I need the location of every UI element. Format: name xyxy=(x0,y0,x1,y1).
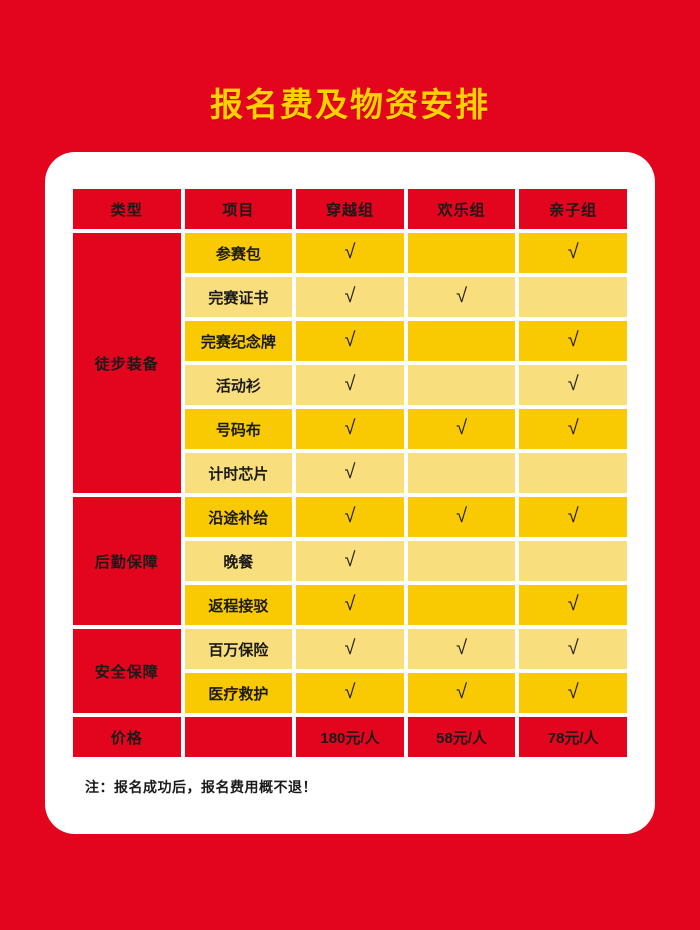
table-row: 计时芯片 √ xyxy=(73,453,627,493)
check-icon: √ xyxy=(567,637,579,659)
mark-cell-group1: √ xyxy=(296,673,404,713)
page-title: 报名费及物资安排 xyxy=(210,86,490,123)
check-icon: √ xyxy=(567,329,579,351)
table-header-row: 类型 项目 穿越组 欢乐组 亲子组 xyxy=(73,189,627,229)
column-header-category: 类型 xyxy=(73,189,181,229)
mark-cell-group2: √ xyxy=(407,409,516,449)
check-icon: √ xyxy=(567,373,579,395)
mark-cell-group2 xyxy=(407,541,516,581)
check-icon: √ xyxy=(456,681,468,703)
check-icon: √ xyxy=(567,505,579,527)
mark-cell-group3: √ xyxy=(519,365,627,405)
mark-cell-group3 xyxy=(519,541,627,581)
table-row: 晚餐 √ xyxy=(73,541,627,581)
mark-cell-group3: √ xyxy=(519,585,627,625)
mark-cell-group1: √ xyxy=(296,629,404,669)
mark-cell-group1: √ xyxy=(296,233,404,273)
item-label: 完赛纪念牌 xyxy=(184,321,293,361)
table-row: 号码布 √ √ √ xyxy=(73,409,627,449)
mark-cell-group1: √ xyxy=(296,453,404,493)
check-icon: √ xyxy=(344,241,356,263)
check-icon: √ xyxy=(344,373,356,395)
check-icon: √ xyxy=(344,505,356,527)
check-icon: √ xyxy=(344,461,356,483)
check-icon: √ xyxy=(456,637,468,659)
mark-cell-group3: √ xyxy=(519,233,627,273)
item-label: 沿途补给 xyxy=(184,497,293,537)
mark-cell-group2: √ xyxy=(407,277,516,317)
table-row: 徒步装备 参赛包 √ √ xyxy=(73,233,627,493)
category-cell-1: 后勤保障 xyxy=(73,497,181,625)
mark-cell-group2 xyxy=(407,453,516,493)
item-label: 活动衫 xyxy=(184,365,293,405)
category-cell-2: 安全保障 xyxy=(73,629,181,713)
item-label: 百万保险 xyxy=(184,629,293,669)
price-value-group1: 180元/人 xyxy=(296,717,404,757)
table-row: 完赛证书 √ √ xyxy=(73,277,627,317)
price-row: 价格 180元/人 58元/人 78元/人 xyxy=(73,717,627,757)
mark-cell-group2: √ xyxy=(407,673,516,713)
item-label: 医疗救护 xyxy=(184,673,293,713)
info-card: 类型 项目 穿越组 欢乐组 亲子组 徒步装备 参赛包 √ √ 完赛证书 √ √ xyxy=(45,152,655,834)
item-label: 返程接驳 xyxy=(184,585,293,625)
check-icon: √ xyxy=(567,417,579,439)
fee-table: 类型 项目 穿越组 欢乐组 亲子组 徒步装备 参赛包 √ √ 完赛证书 √ √ xyxy=(69,185,631,761)
check-icon: √ xyxy=(344,417,356,439)
mark-cell-group3: √ xyxy=(519,673,627,713)
table-row: 安全保障 百万保险 √ √ √ xyxy=(73,629,627,713)
item-label: 完赛证书 xyxy=(184,277,293,317)
mark-cell-group1: √ xyxy=(296,409,404,449)
check-icon: √ xyxy=(567,681,579,703)
mark-cell-group2 xyxy=(407,321,516,361)
price-label: 价格 xyxy=(73,717,181,757)
category-cell-0: 徒步装备 xyxy=(73,233,181,493)
table-row: 活动衫 √ √ xyxy=(73,365,627,405)
mark-cell-group1: √ xyxy=(296,365,404,405)
item-label: 计时芯片 xyxy=(184,453,293,493)
item-label: 晚餐 xyxy=(184,541,293,581)
price-value-group2: 58元/人 xyxy=(407,717,516,757)
check-icon: √ xyxy=(567,241,579,263)
mark-cell-group3: √ xyxy=(519,629,627,669)
mark-cell-group1: √ xyxy=(296,541,404,581)
table-row: 医疗救护 √ √ √ xyxy=(73,673,627,713)
mark-cell-group1: √ xyxy=(296,321,404,361)
check-icon: √ xyxy=(344,329,356,351)
column-header-group2: 欢乐组 xyxy=(407,189,516,229)
mark-cell-group2: √ xyxy=(407,497,516,537)
mark-cell-group2 xyxy=(407,585,516,625)
price-value-group3: 78元/人 xyxy=(519,717,627,757)
check-icon: √ xyxy=(344,285,356,307)
check-icon: √ xyxy=(456,285,468,307)
item-label: 参赛包 xyxy=(184,233,293,273)
mark-cell-group3 xyxy=(519,277,627,317)
mark-cell-group2 xyxy=(407,233,516,273)
check-icon: √ xyxy=(567,593,579,615)
check-icon: √ xyxy=(344,549,356,571)
column-header-item: 项目 xyxy=(184,189,293,229)
mark-cell-group3: √ xyxy=(519,321,627,361)
mark-cell-group1: √ xyxy=(296,585,404,625)
check-icon: √ xyxy=(344,593,356,615)
mark-cell-group1: √ xyxy=(296,277,404,317)
item-label: 号码布 xyxy=(184,409,293,449)
table-row: 完赛纪念牌 √ √ xyxy=(73,321,627,361)
mark-cell-group3: √ xyxy=(519,497,627,537)
price-empty-cell xyxy=(184,717,293,757)
table-row: 返程接驳 √ √ xyxy=(73,585,627,625)
check-icon: √ xyxy=(456,417,468,439)
column-header-group3: 亲子组 xyxy=(519,189,627,229)
check-icon: √ xyxy=(456,505,468,527)
mark-cell-group3: √ xyxy=(519,409,627,449)
column-header-group1: 穿越组 xyxy=(296,189,404,229)
check-icon: √ xyxy=(344,637,356,659)
check-icon: √ xyxy=(344,681,356,703)
mark-cell-group2 xyxy=(407,365,516,405)
mark-cell-group3 xyxy=(519,453,627,493)
table-row: 后勤保障 沿途补给 √ √ √ xyxy=(73,497,627,625)
table-note: 注：报名成功后，报名费用概不退！ xyxy=(85,779,317,795)
mark-cell-group1: √ xyxy=(296,497,404,537)
mark-cell-group2: √ xyxy=(407,629,516,669)
